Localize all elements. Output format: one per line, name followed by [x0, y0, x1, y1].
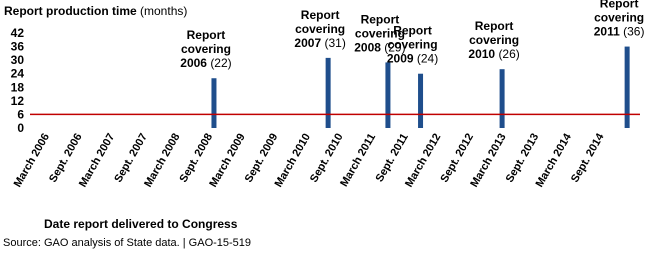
- x-tick-label: Sept. 2014: [569, 131, 607, 185]
- bar: [499, 69, 505, 128]
- chart-title-group: Report production time (months): [4, 4, 187, 18]
- x-tick-label: Sept. 2006: [47, 132, 85, 185]
- y-tick-label: 12: [11, 94, 25, 108]
- category-label: 2006: [180, 56, 207, 70]
- x-tick-label: Sept. 2011: [374, 132, 411, 185]
- y-tick-label: 18: [11, 80, 25, 94]
- annotation-text: Report: [301, 8, 340, 22]
- bar: [211, 78, 217, 128]
- annotation-text: Report: [361, 12, 400, 26]
- y-unit: (months): [140, 4, 187, 18]
- annotation-text: covering: [181, 42, 231, 56]
- value-label: (26): [498, 47, 519, 61]
- x-tick-label: Sept. 2008: [178, 132, 216, 185]
- y-tick-label: 42: [11, 26, 25, 40]
- annotation-text: covering: [355, 26, 405, 40]
- annotation-year: 2010 (26): [468, 47, 519, 61]
- annotation-text: covering: [388, 38, 438, 52]
- value-label: (29): [384, 40, 405, 54]
- annotation-text: Report: [475, 19, 514, 33]
- annotation-year: 2011 (36): [594, 25, 645, 39]
- bar: [418, 73, 424, 128]
- bar: [385, 62, 391, 128]
- y-tick-label: 6: [17, 107, 24, 121]
- chart-title: Report production time: [4, 4, 137, 18]
- annotation-text: Report: [600, 0, 639, 11]
- category-label: 2007: [294, 36, 321, 50]
- x-axis-title: Date report delivered to Congress: [44, 217, 238, 231]
- x-tick-label: March 2006: [12, 132, 52, 190]
- y-tick-label: 36: [11, 40, 25, 54]
- annotation-text: covering: [469, 33, 519, 47]
- value-label: (31): [324, 36, 345, 50]
- x-tick-label: Sept. 2013: [504, 132, 542, 185]
- category-label: 2008: [354, 40, 381, 54]
- value-label: (22): [210, 56, 231, 70]
- y-tick-label: 30: [11, 53, 25, 67]
- value-label: (24): [417, 52, 438, 66]
- annotation-year: 2009 (24): [387, 52, 438, 66]
- annotation-year: 2006 (22): [180, 56, 231, 70]
- annotation-text: covering: [295, 22, 345, 36]
- y-tick-label: 0: [17, 121, 24, 135]
- y-tick-label: 24: [11, 67, 25, 81]
- x-tick-label: Sept. 2007: [112, 132, 150, 185]
- x-tick-label: Sept. 2012: [438, 132, 476, 185]
- x-tick-label: Sept. 2010: [308, 132, 346, 185]
- annotation-text: covering: [594, 11, 644, 25]
- annotation-text: Report: [393, 24, 432, 38]
- category-label: 2009: [387, 52, 414, 66]
- category-label: 2010: [468, 47, 495, 61]
- source-note: Source: GAO analysis of State data. | GA…: [3, 237, 251, 249]
- x-tick-label: March 2011: [338, 132, 378, 189]
- value-label: (36): [623, 25, 644, 39]
- x-tick-label: Sept. 2009: [243, 132, 281, 185]
- annotation-text: Report: [187, 28, 226, 42]
- bar: [624, 46, 630, 129]
- category-label: 2011: [594, 25, 620, 39]
- annotation-year: 2007 (31): [294, 36, 345, 50]
- annotation-year: 2008 (29): [354, 40, 405, 54]
- bar: [325, 57, 331, 128]
